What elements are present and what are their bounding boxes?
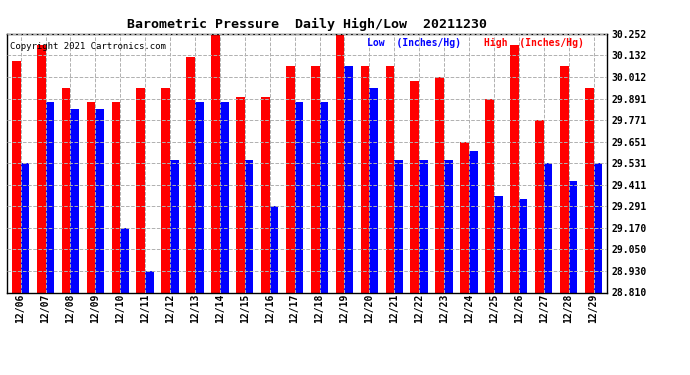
Bar — [95, 110, 104, 292]
Bar — [544, 163, 553, 292]
Bar — [319, 102, 328, 292]
Bar — [245, 160, 253, 292]
Bar — [519, 199, 527, 292]
Bar — [120, 228, 129, 292]
Text: Low  (Inches/Hg): Low (Inches/Hg) — [367, 38, 461, 48]
Bar — [593, 163, 602, 292]
Bar — [145, 271, 154, 292]
Bar — [460, 142, 469, 292]
Bar — [12, 61, 21, 292]
Bar — [270, 206, 278, 292]
Bar — [87, 102, 95, 292]
Bar — [494, 196, 502, 292]
Bar — [411, 81, 419, 292]
Bar — [170, 160, 179, 292]
Bar — [444, 160, 453, 292]
Bar — [435, 77, 444, 292]
Bar — [386, 66, 394, 292]
Bar — [560, 66, 569, 292]
Title: Barometric Pressure  Daily High/Low  20211230: Barometric Pressure Daily High/Low 20211… — [127, 18, 487, 31]
Bar — [61, 88, 70, 292]
Bar — [21, 163, 29, 292]
Bar — [161, 88, 170, 292]
Bar — [137, 88, 145, 292]
Bar — [336, 34, 344, 292]
Bar — [37, 45, 46, 292]
Bar — [220, 102, 228, 292]
Bar — [236, 97, 245, 292]
Bar — [369, 88, 378, 292]
Bar — [261, 97, 270, 292]
Bar — [510, 45, 519, 292]
Bar — [569, 181, 578, 292]
Bar — [394, 160, 403, 292]
Bar — [295, 102, 304, 292]
Bar — [310, 66, 319, 292]
Bar — [469, 151, 477, 292]
Bar — [70, 110, 79, 292]
Bar — [485, 99, 494, 292]
Text: High  (Inches/Hg): High (Inches/Hg) — [484, 38, 584, 48]
Bar — [585, 88, 593, 292]
Bar — [286, 66, 295, 292]
Bar — [186, 57, 195, 292]
Bar — [419, 160, 428, 292]
Bar — [46, 102, 55, 292]
Bar — [195, 102, 204, 292]
Bar — [344, 66, 353, 292]
Bar — [361, 66, 369, 292]
Text: Copyright 2021 Cartronics.com: Copyright 2021 Cartronics.com — [10, 42, 166, 51]
Bar — [112, 102, 120, 292]
Bar — [535, 120, 544, 292]
Bar — [211, 34, 220, 292]
